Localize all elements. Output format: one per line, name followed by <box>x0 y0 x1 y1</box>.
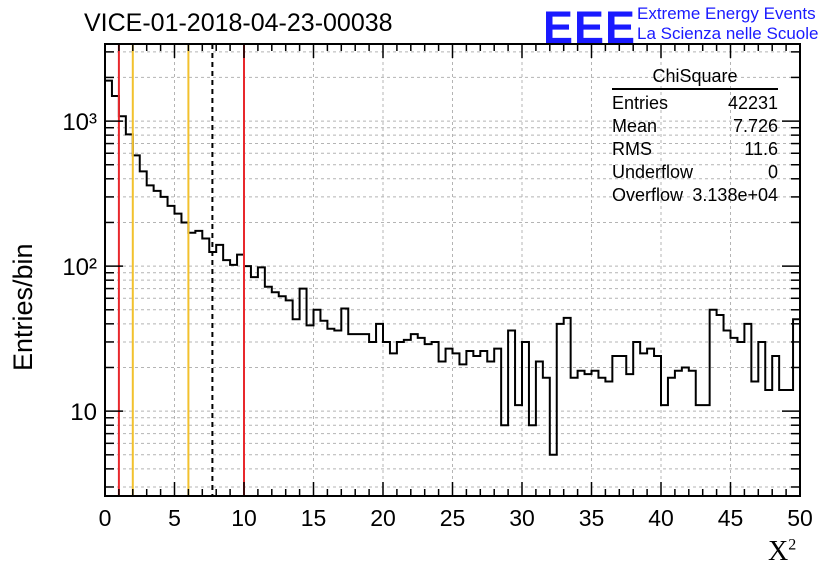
x-tick-label: 25 <box>440 505 466 531</box>
stats-row: Entries 42231 <box>612 92 778 115</box>
stats-row: Underflow 0 <box>612 161 778 184</box>
x-tick-label: 50 <box>787 505 813 531</box>
x-tick-label: 20 <box>370 505 396 531</box>
stats-label: RMS <box>612 139 652 159</box>
stats-label: Mean <box>612 116 658 136</box>
chart-title: VICE-01-2018-04-23-00038 <box>84 9 393 37</box>
x-tick-label: 10 <box>231 505 257 531</box>
stats-row: Overflow 3.138e+04 <box>612 184 778 207</box>
y-axis-ticks: 10 10² 10³ <box>62 51 800 488</box>
reference-lines <box>117 44 245 496</box>
x-axis-ticks: 0 5 10 15 20 25 30 35 40 45 50 <box>99 44 813 531</box>
x-tick-label: 45 <box>718 505 744 531</box>
stats-value: 7.726 <box>732 116 778 136</box>
stats-value: 3.138e+04 <box>692 185 778 205</box>
stats-value: 0 <box>767 162 778 182</box>
grid <box>105 44 800 496</box>
stats-title: ChiSquare <box>612 66 778 90</box>
stats-box: ChiSquare Entries 42231 Mean 7.726 RMS 11.6… <box>612 66 778 207</box>
x-axis-label: X2 <box>768 536 796 568</box>
x-axis-label-main: X <box>768 536 789 567</box>
stats-value: 42231 <box>727 93 778 113</box>
stats-label: Underflow <box>612 162 694 182</box>
stats-label: Entries <box>612 93 669 113</box>
stats-row: RMS 11.6 <box>612 138 778 161</box>
x-tick-label: 30 <box>509 505 535 531</box>
y-axis-label: Entries/bin <box>8 243 38 371</box>
stats-row: Mean 7.726 <box>612 115 778 138</box>
x-axis-label-sup: 2 <box>788 536 797 554</box>
y-tick-label: 10² <box>62 254 97 281</box>
x-tick-label: 5 <box>168 505 181 531</box>
eee-logo: EEE <box>543 2 637 53</box>
x-tick-label: 0 <box>99 505 112 531</box>
stats-value: 11.6 <box>744 139 778 159</box>
brand-line-2: La Scienza nelle Scuole <box>637 24 819 43</box>
x-tick-label: 15 <box>301 505 327 531</box>
brand-line-1: Extreme Energy Events <box>637 4 816 23</box>
histogram-series <box>105 79 800 456</box>
y-tick-label: 10³ <box>62 109 97 136</box>
stats-label: Overflow <box>612 185 684 205</box>
x-tick-label: 35 <box>579 505 605 531</box>
y-tick-label: 10 <box>70 399 97 426</box>
x-tick-label: 40 <box>648 505 674 531</box>
